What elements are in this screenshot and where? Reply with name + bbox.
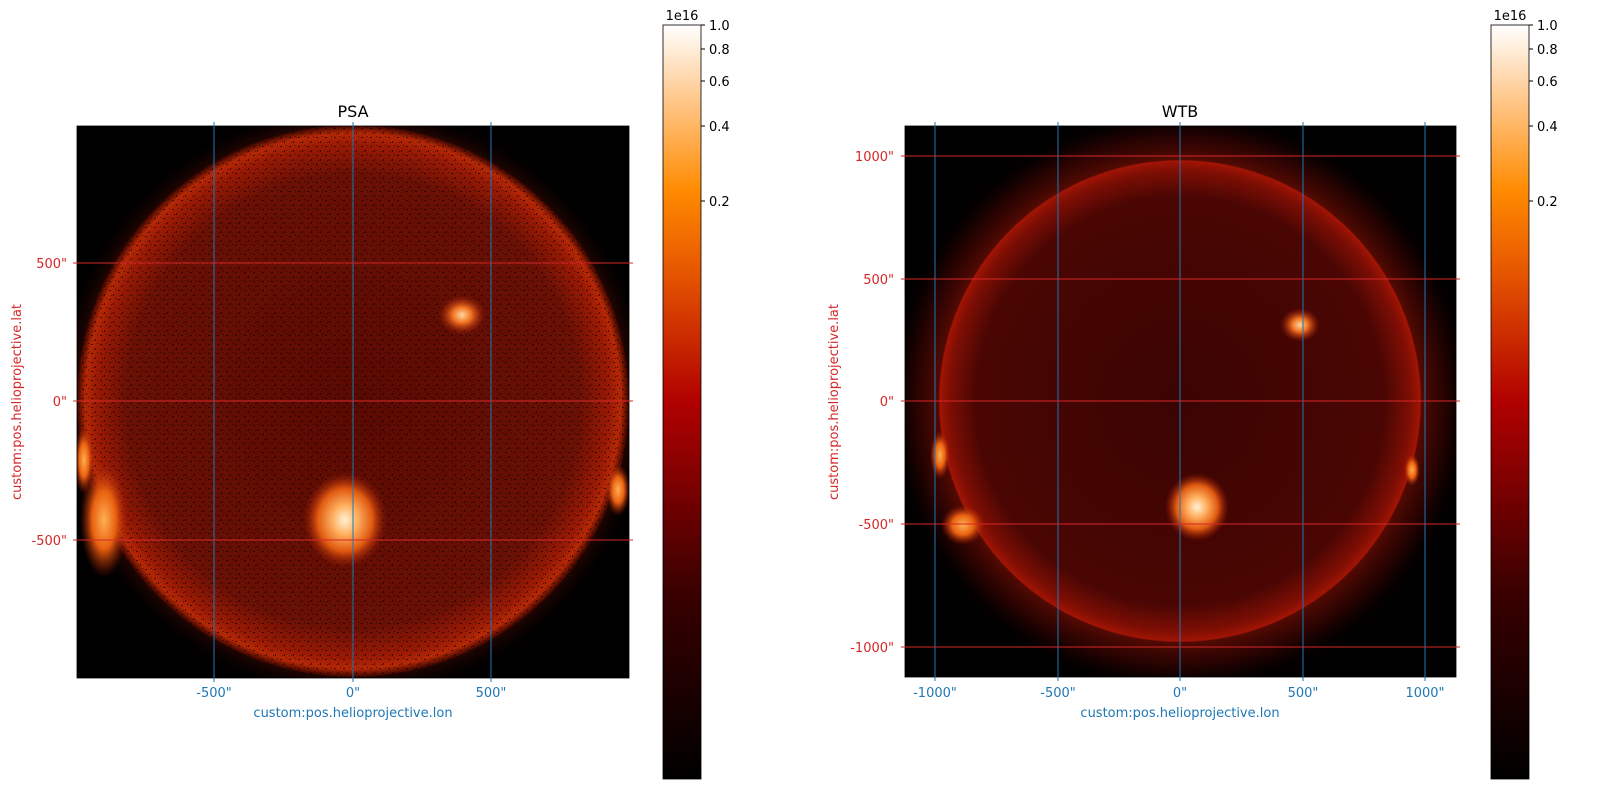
colorbar-tick: 0.4 [709, 120, 730, 135]
colorbar-tick: 0.8 [1537, 43, 1558, 58]
colorbar-exponent: 1e16 [666, 9, 699, 24]
lat-gridlines [901, 155, 1460, 648]
limb-brightening-east [941, 505, 985, 545]
lat-gridlines [73, 262, 633, 541]
x-tick-label: 500" [1288, 686, 1319, 701]
x-tick-label: 500" [476, 686, 507, 701]
panel-psa: PSA -500" 0" 500" 500" 0" -500" [10, 9, 730, 780]
panel-title: WTB [1162, 102, 1199, 121]
colorbar-wtb: 1e16 1.0 0.8 0.6 0.4 0.2 [1490, 9, 1558, 780]
colorbar-tick: 0.6 [1537, 75, 1558, 90]
y-axis-label: custom:pos.helioprojective.lat [827, 304, 842, 500]
y-tick-label: 500" [863, 273, 894, 288]
limb-brightening-east-2 [77, 426, 94, 494]
y-tick-label: 500" [36, 257, 67, 272]
colorbar-gradient [1490, 24, 1530, 780]
colorbar-exponent: 1e16 [1494, 9, 1527, 24]
colorbar-tick: 1.0 [709, 19, 730, 34]
panel-wtb: WTB -1000" -500" [827, 9, 1558, 780]
colorbar-psa: 1e16 1.0 0.8 0.6 0.4 0.2 [662, 9, 730, 780]
colorbar-tick: 0.2 [709, 195, 730, 210]
active-region-south [303, 472, 387, 568]
colorbar-tick: 0.6 [709, 75, 730, 90]
y-tick-label: -500" [859, 518, 894, 533]
active-region-north [1280, 308, 1320, 342]
x-tick-label: -500" [1040, 686, 1075, 701]
limb-brightening-west [606, 464, 629, 516]
x-tick-label: 0" [346, 686, 360, 701]
colorbar-tick: 0.2 [1537, 195, 1558, 210]
colorbar-tick: 1.0 [1537, 19, 1558, 34]
x-tick-label: -500" [196, 686, 231, 701]
colorbar-gradient [662, 24, 702, 780]
x-tick-label: 0" [1173, 686, 1187, 701]
x-axis-label: custom:pos.helioprojective.lon [1080, 706, 1279, 721]
y-tick-label: -500" [32, 534, 67, 549]
y-tick-label: 0" [880, 395, 894, 410]
x-axis-label: custom:pos.helioprojective.lon [253, 706, 452, 721]
limb-brightening-east [80, 462, 128, 578]
y-tick-label: 0" [53, 395, 67, 410]
colorbar-tick: 0.8 [709, 43, 730, 58]
limb-brightening-west [1404, 454, 1420, 486]
panel-title: PSA [337, 102, 368, 121]
y-axis-label: custom:pos.helioprojective.lat [10, 304, 25, 500]
x-tick-label: 1000" [1405, 686, 1444, 701]
active-region-north [438, 295, 486, 335]
x-tick-label: -1000" [913, 686, 957, 701]
y-tick-label: -1000" [850, 641, 894, 656]
limb-brightening-east-2 [930, 431, 950, 479]
active-region-south [1165, 473, 1229, 541]
colorbar-tick: 0.4 [1537, 120, 1558, 135]
lon-gridlines [213, 122, 492, 682]
y-tick-label: 1000" [855, 150, 894, 165]
